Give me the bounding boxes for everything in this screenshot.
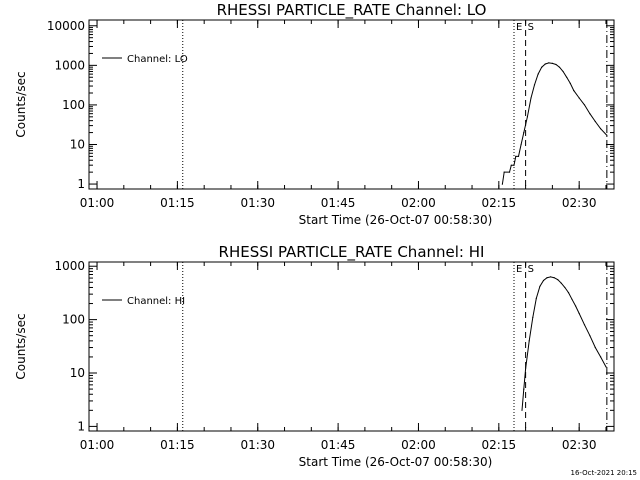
hi-data-point xyxy=(553,277,555,279)
hi-data-point xyxy=(557,279,559,281)
lo-data-point xyxy=(583,104,586,106)
lo-x-tick-label: 01:00 xyxy=(80,196,115,210)
lo-y-axis-label: Counts/sec xyxy=(14,71,28,137)
hi-data-point xyxy=(575,305,577,307)
lo-data-point xyxy=(569,82,571,84)
lo-series-line xyxy=(501,62,608,185)
lo-data-point xyxy=(503,171,505,173)
lo-x-tick-label: 01:45 xyxy=(321,196,356,210)
hi-data-point xyxy=(589,335,591,337)
hi-x-tick-label: 01:00 xyxy=(80,438,115,452)
hi-y-tick-label: 10 xyxy=(70,366,85,380)
lo-data-point xyxy=(548,62,550,64)
hi-data-point xyxy=(546,277,548,279)
hi-plot-frame xyxy=(88,261,615,432)
hi-data-point xyxy=(525,368,527,370)
hi-y-axis-label: Counts/sec xyxy=(14,313,28,379)
lo-data-point xyxy=(537,73,539,75)
lo-plot-frame xyxy=(88,19,615,190)
lo-data-point xyxy=(562,70,564,73)
hi-marker-label-E: E xyxy=(516,264,522,275)
hi-y-tick-label: 100 xyxy=(62,313,85,327)
hi-data-point xyxy=(542,279,545,282)
lo-y-tick-label: 10000 xyxy=(47,19,85,33)
hi-data-point xyxy=(539,285,541,287)
lo-x-tick-label: 02:30 xyxy=(562,196,597,210)
lo-marker-label-E: E xyxy=(516,22,522,33)
lo-data-point xyxy=(508,171,511,173)
hi-data-point xyxy=(571,298,573,300)
lo-y-tick-label: 1 xyxy=(77,177,85,191)
hi-data-point xyxy=(532,316,534,318)
hi-x-tick-label: 02:15 xyxy=(482,438,517,452)
lo-data-point xyxy=(501,183,503,185)
lo-y-tick-label: 10 xyxy=(70,137,85,151)
hi-data-point xyxy=(564,286,566,289)
lo-data-point xyxy=(541,66,543,68)
hi-legend-label: Channel: HI xyxy=(127,296,185,307)
hi-data-point xyxy=(583,324,586,326)
hi-x-axis-label: Start Time (26-Oct-07 00:58:30) xyxy=(299,455,493,469)
lo-panel: RHESSI PARTICLE_RATE Channel: LO Counts/s… xyxy=(14,1,615,227)
hi-y-tick-label: 1000 xyxy=(54,259,85,273)
hi-data-point xyxy=(594,346,596,349)
lo-data-point xyxy=(551,62,554,64)
lo-x-axis-label: Start Time (26-Oct-07 00:58:30) xyxy=(299,213,493,227)
hi-data-point xyxy=(567,292,570,294)
lo-data-point xyxy=(526,116,529,118)
lo-data-point xyxy=(566,76,568,78)
lo-data-point xyxy=(578,97,580,99)
hi-panel: RHESSI PARTICLE_RATE Channel: HI Counts/s… xyxy=(14,243,615,469)
hi-data-point xyxy=(578,312,580,315)
hi-data-point xyxy=(560,282,562,284)
lo-legend-label: Channel: LO xyxy=(127,54,188,65)
hi-data-point xyxy=(523,388,525,390)
lo-data-point xyxy=(606,134,608,136)
hi-x-tick-label: 02:30 xyxy=(562,438,597,452)
lo-x-tick-label: 01:30 xyxy=(240,196,275,210)
lo-data-point xyxy=(515,155,517,157)
lo-data-point xyxy=(589,113,591,115)
lo-data-point xyxy=(530,97,532,99)
hi-y-tick-label: 1 xyxy=(77,419,85,433)
lo-x-tick-label: 01:15 xyxy=(160,196,195,210)
lo-data-point xyxy=(558,66,561,68)
lo-data-point xyxy=(573,90,575,92)
hi-x-tick-label: 01:30 xyxy=(240,438,275,452)
hi-x-tick-label: 01:15 xyxy=(160,438,195,452)
lo-data-point xyxy=(520,143,522,146)
lo-x-tick-label: 02:15 xyxy=(482,196,517,210)
lo-data-point xyxy=(600,128,602,130)
lo-data-point xyxy=(594,120,596,123)
lo-data-point xyxy=(513,164,515,166)
hi-data-point xyxy=(521,409,523,411)
hi-data-point xyxy=(550,276,552,278)
hi-marker-label-S: S xyxy=(528,264,534,275)
hi-x-tick-label: 02:00 xyxy=(401,438,436,452)
lo-y-tick-label: 1000 xyxy=(54,58,85,72)
lo-data-point xyxy=(555,63,557,66)
lo-data-point xyxy=(510,164,512,166)
lo-data-point xyxy=(544,63,546,65)
lo-data-point xyxy=(517,155,520,157)
lo-marker-label-S: S xyxy=(528,22,534,33)
hi-chart-title: RHESSI PARTICLE_RATE Channel: HI xyxy=(219,243,485,262)
lo-data-point xyxy=(523,132,525,134)
hi-series-line xyxy=(521,276,607,411)
lo-x-tick-label: 02:00 xyxy=(401,196,436,210)
lo-data-point xyxy=(533,84,536,86)
hi-data-point xyxy=(528,340,530,342)
hi-data-point xyxy=(600,356,602,358)
lo-chart-title: RHESSI PARTICLE_RATE Channel: LO xyxy=(217,1,487,20)
hi-data-point xyxy=(605,366,607,368)
hi-x-tick-label: 01:45 xyxy=(321,438,356,452)
footer-timestamp: 16-Oct-2021 20:15 xyxy=(571,469,637,477)
lo-y-tick-label: 100 xyxy=(62,98,85,112)
hi-data-point xyxy=(535,297,537,299)
